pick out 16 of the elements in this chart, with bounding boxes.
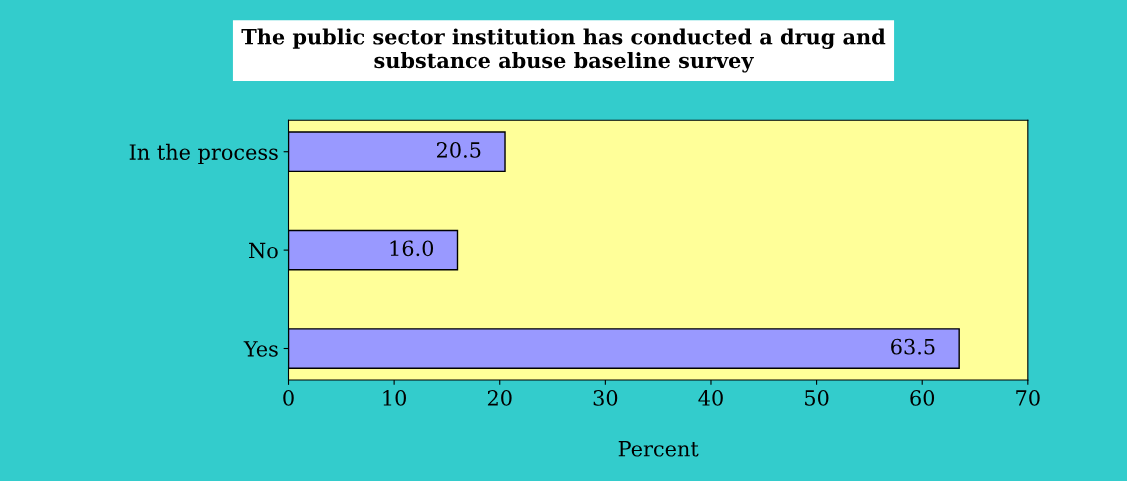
data-label: 63.5 (891, 338, 935, 355)
x-tick-label: 70 (1016, 390, 1040, 406)
y-tick-label: In the process (129, 143, 278, 164)
x-tick-label: 10 (383, 390, 406, 406)
data-label: 16.0 (390, 240, 434, 257)
x-tick-label: 20 (487, 390, 512, 406)
data-label: 20.5 (436, 142, 481, 158)
y-tick-label: Yes (243, 341, 278, 357)
x-tick-label: 30 (593, 390, 618, 406)
chart-title: The public sector institution has conducted a drug and substance abuse baseline survey (241, 28, 886, 73)
x-axis-title: Percent (618, 441, 699, 457)
x-tick-label: 40 (698, 390, 723, 406)
x-tick-label: 50 (805, 390, 829, 406)
y-tick-label: No (249, 242, 278, 259)
x-tick-label: 0 (283, 390, 294, 406)
x-tick-label: 60 (910, 390, 935, 406)
